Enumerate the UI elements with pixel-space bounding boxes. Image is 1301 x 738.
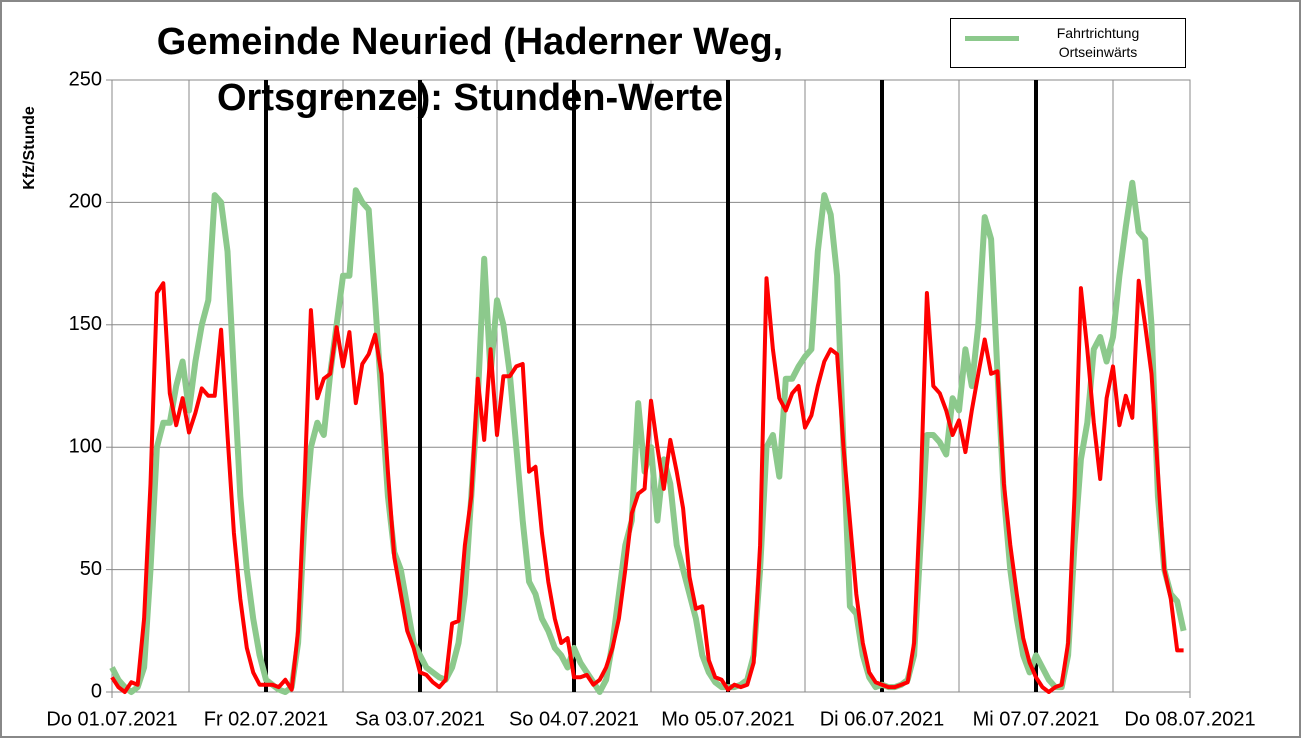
lines [109, 179, 1187, 695]
x-tick-label: So 04.07.2021 [509, 708, 639, 730]
y-tick-label: 0 [91, 680, 102, 702]
y-tick-label: 250 [69, 68, 102, 90]
y-axis-label: Kfz/Stunde [21, 106, 38, 190]
x-tick-label: Mo 05.07.2021 [661, 708, 794, 730]
chart-title: Gemeinde Neuried (Haderner Weg, [157, 21, 783, 63]
chart-title: Ortsgrenze): Stunden-Werte [217, 77, 723, 119]
legend-swatch [965, 36, 1019, 41]
legend: Fahrtrichtung Ortseinwärts [950, 18, 1186, 68]
x-tick-label: Do 01.07.2021 [46, 708, 177, 730]
y-tick-label: 100 [69, 435, 102, 457]
x-tick-label: Mi 07.07.2021 [973, 708, 1100, 730]
y-tick-label: 150 [69, 313, 102, 335]
y-tick-label: 50 [80, 558, 102, 580]
series-line [110, 276, 1184, 694]
x-tick-label: Fr 02.07.2021 [204, 708, 329, 730]
x-tick-label: Do 08.07.2021 [1124, 708, 1255, 730]
grid [106, 79, 1191, 698]
y-tick-label: 200 [69, 191, 102, 213]
x-tick-label: Sa 03.07.2021 [355, 708, 485, 730]
x-tick-label: Di 06.07.2021 [820, 708, 945, 730]
legend-label: Fahrtrichtung Ortseinwärts [1056, 25, 1140, 60]
